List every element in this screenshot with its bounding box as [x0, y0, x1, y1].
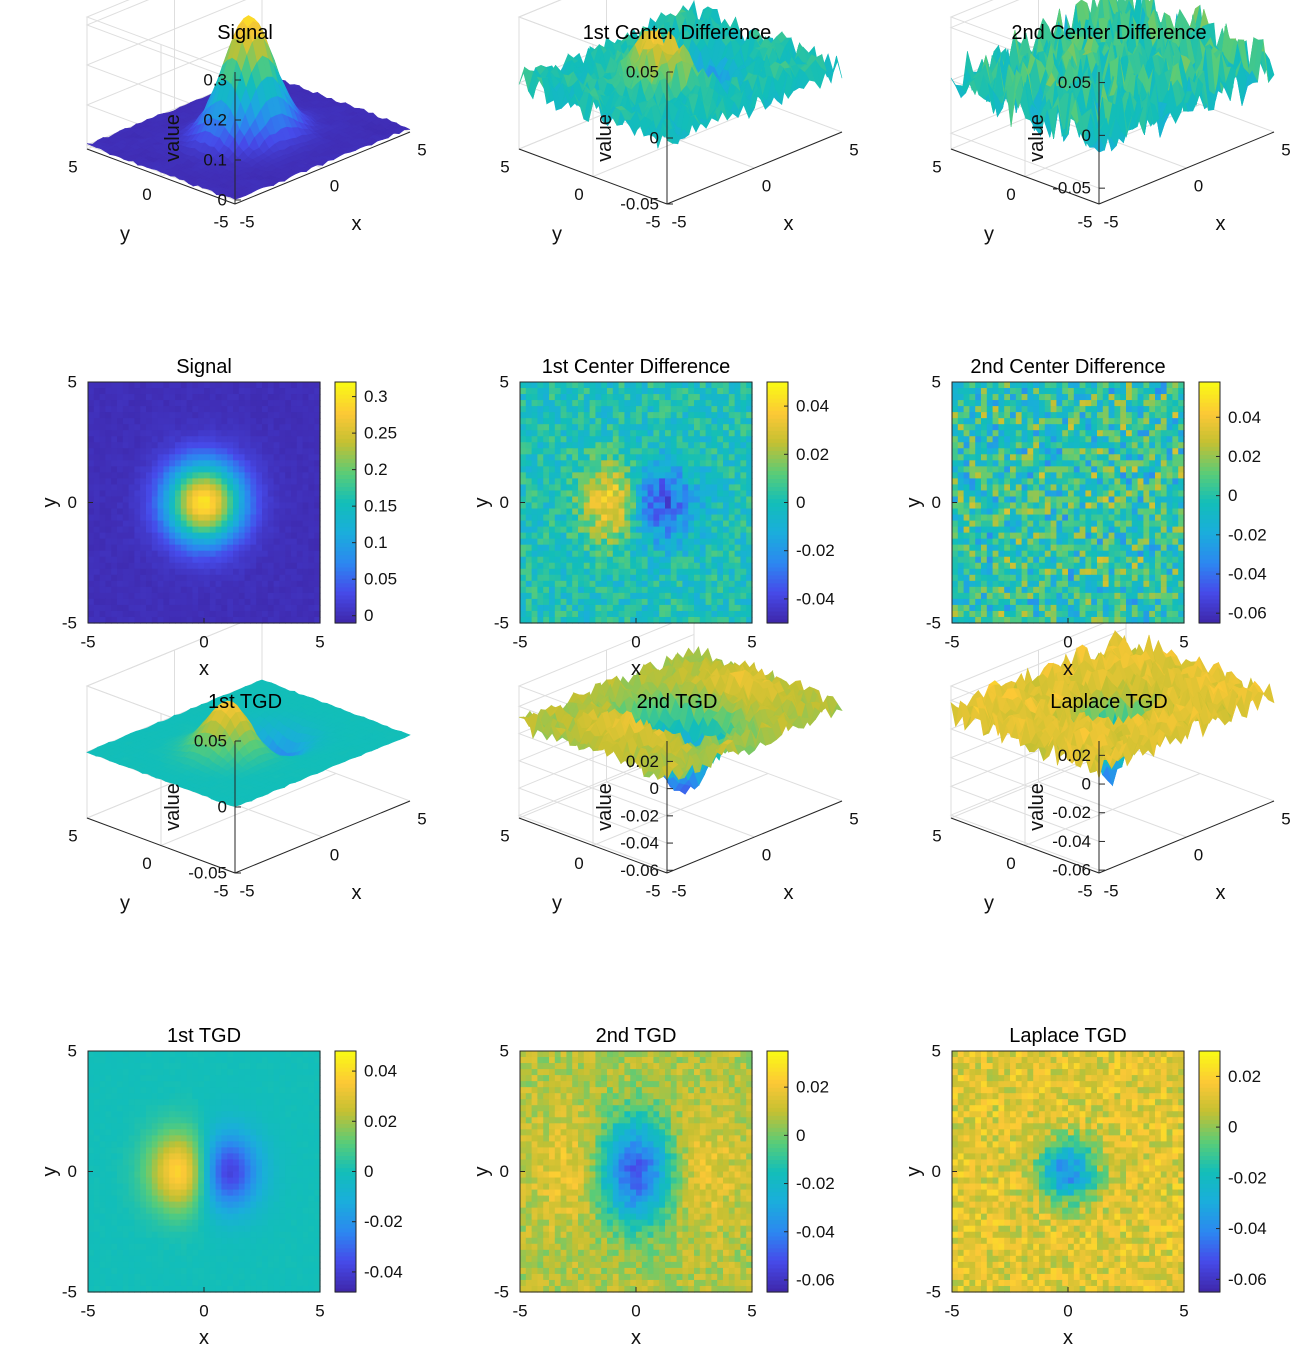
z-tick-label: 0: [218, 798, 227, 817]
x-tick-label: 5: [1281, 141, 1290, 160]
y-tick-label: 5: [68, 158, 77, 177]
z-axis-label: value: [594, 114, 616, 162]
x-tick-label: 0: [330, 177, 339, 196]
y-tick-label: 0: [142, 854, 151, 873]
x-tick-label: -5: [1103, 213, 1118, 232]
chart-title: Signal: [217, 22, 273, 44]
x-axis-line: [666, 131, 843, 205]
z-tick-label: 0.1: [203, 151, 227, 170]
y-tick-label: 5: [932, 158, 941, 177]
z-tick-label: 0.05: [194, 732, 227, 751]
y-axis-label: y: [552, 224, 562, 246]
x-tick-label: -5: [239, 213, 254, 232]
y-tick-label: 5: [500, 158, 509, 177]
surface-mesh: [518, 646, 843, 795]
y-tick-label: -5: [213, 213, 228, 232]
chart-title: 1st Center Difference: [583, 22, 772, 44]
y-tick-label: -5: [213, 882, 228, 901]
z-tick-label: 0.05: [626, 63, 659, 82]
y-tick-label: 0: [574, 185, 583, 204]
z-tick-label: 0.3: [203, 71, 227, 90]
z-axis-label: value: [162, 114, 184, 162]
surface-mesh: [86, 15, 411, 200]
x-tick-label: 0: [1194, 177, 1203, 196]
y-axis-label: y: [120, 893, 130, 915]
z-tick-label: 0: [650, 129, 659, 148]
z-tick-label: 0.05: [1058, 73, 1091, 92]
surface-c3: -0.05 0 0.05 value -5 -5 0 0 5 5 x y 1st Center Diff…: [500, 0, 859, 246]
y-axis-label: y: [984, 224, 994, 246]
x-axis-label: x: [1216, 213, 1226, 235]
z-tick-label: -0.05: [620, 195, 659, 214]
x-axis-line: [234, 800, 411, 874]
surface-t3: -0.05 0 0.05 value -5 -5 0 0 5 5 x y 1st TGD: [68, 613, 427, 915]
chart-title: 2nd Center Difference: [1011, 22, 1206, 44]
y-tick-label: 0: [1006, 185, 1015, 204]
z-tick-label: 0: [1082, 126, 1091, 145]
surface-patch: [831, 55, 843, 79]
y-axis-label: y: [120, 224, 130, 246]
x-tick-label: -5: [239, 882, 254, 901]
x-tick-label: 5: [417, 810, 426, 829]
y-tick-label: -5: [1077, 213, 1092, 232]
z-tick-label: 0.2: [203, 111, 227, 130]
z-tick-label: -0.05: [1052, 179, 1091, 198]
y-tick-label: 5: [68, 827, 77, 846]
x-axis-label: x: [784, 213, 794, 235]
x-tick-label: 5: [849, 141, 858, 160]
z-axis-label: value: [162, 783, 184, 831]
y-tick-label: 0: [142, 185, 151, 204]
x-tick-label: 5: [417, 141, 426, 160]
surface-d3: -0.05 0 0.05 value -5 -5 0 0 5 5 x y 2nd Center Diff…: [932, 0, 1291, 246]
chart-title: 1st TGD: [208, 691, 282, 713]
x-axis-label: x: [352, 882, 362, 904]
x-tick-label: -5: [671, 213, 686, 232]
x-axis-label: x: [352, 213, 362, 235]
y-tick-label: -5: [645, 213, 660, 232]
z-tick-label: -0.05: [188, 864, 227, 883]
x-axis-line: [1098, 131, 1275, 205]
x-tick-label: 0: [330, 846, 339, 865]
z-axis-label: value: [1026, 114, 1048, 162]
x-tick-label: 0: [762, 177, 771, 196]
